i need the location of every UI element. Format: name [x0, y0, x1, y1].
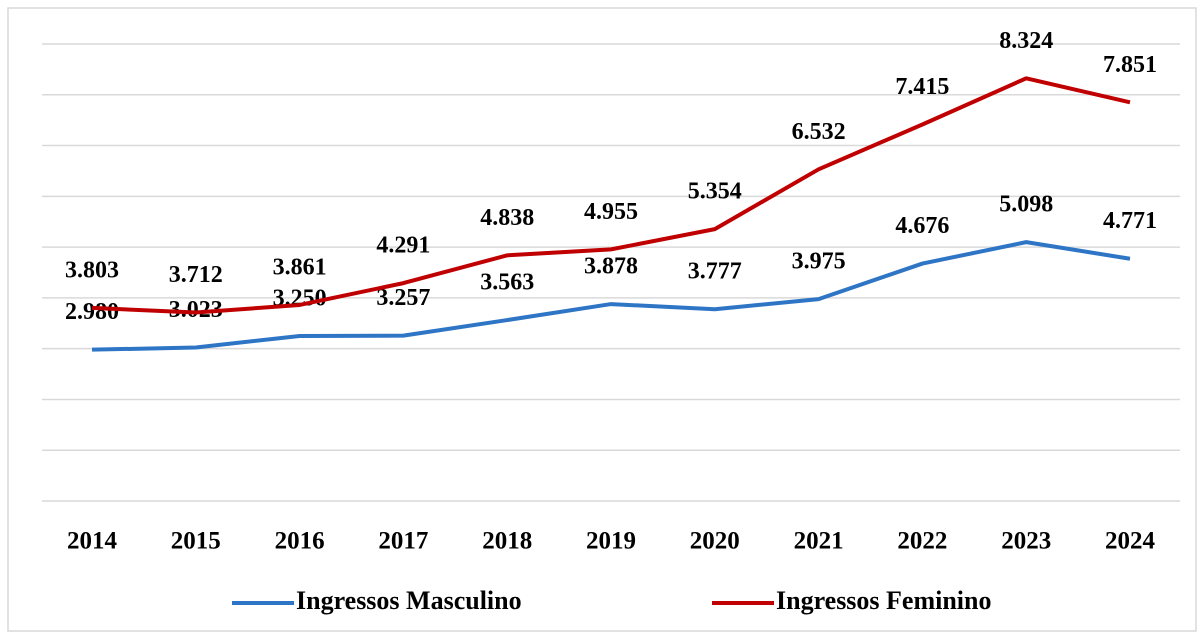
data-label: 8.324	[999, 28, 1053, 54]
data-label: 3.975	[792, 249, 846, 275]
data-label: 3.563	[480, 270, 534, 296]
data-label: 6.532	[792, 119, 846, 145]
x-tick-label: 2024	[1105, 528, 1156, 555]
data-label: 3.861	[273, 254, 327, 280]
data-label: 4.955	[584, 199, 638, 225]
data-label: 5.098	[999, 192, 1053, 218]
series-line	[91, 76, 1131, 315]
x-tick-label: 2021	[794, 528, 844, 555]
x-tick-label: 2016	[275, 528, 325, 555]
data-label: 3.712	[169, 262, 223, 288]
x-tick-label: 2023	[1001, 528, 1051, 555]
x-tick-label: 2017	[378, 528, 428, 555]
x-tick-label: 2019	[586, 528, 636, 555]
data-label: 3.803	[65, 257, 119, 283]
x-tick-label: 2022	[897, 528, 947, 555]
data-label: 4.771	[1103, 208, 1157, 234]
x-tick-label: 2020	[690, 528, 740, 555]
data-label: 3.257	[376, 285, 430, 311]
data-label: 5.354	[688, 179, 742, 205]
data-label: 4.291	[376, 233, 430, 259]
legend-label: Ingressos Masculino	[296, 586, 522, 615]
chart-frame	[7, 7, 1197, 632]
data-label: 4.676	[895, 213, 949, 239]
data-label: 2.980	[65, 299, 119, 325]
data-label: 7.415	[895, 74, 949, 100]
legend-label: Ingressos Feminino	[776, 586, 992, 615]
data-label: 3.777	[688, 259, 742, 285]
data-label: 4.838	[480, 205, 534, 231]
data-label: 7.851	[1103, 52, 1157, 78]
x-tick-label: 2015	[171, 528, 221, 555]
x-tick-label: 2014	[67, 528, 118, 555]
series-line	[91, 240, 1131, 352]
data-label: 3.878	[584, 254, 638, 280]
x-tick-label: 2018	[482, 528, 532, 555]
